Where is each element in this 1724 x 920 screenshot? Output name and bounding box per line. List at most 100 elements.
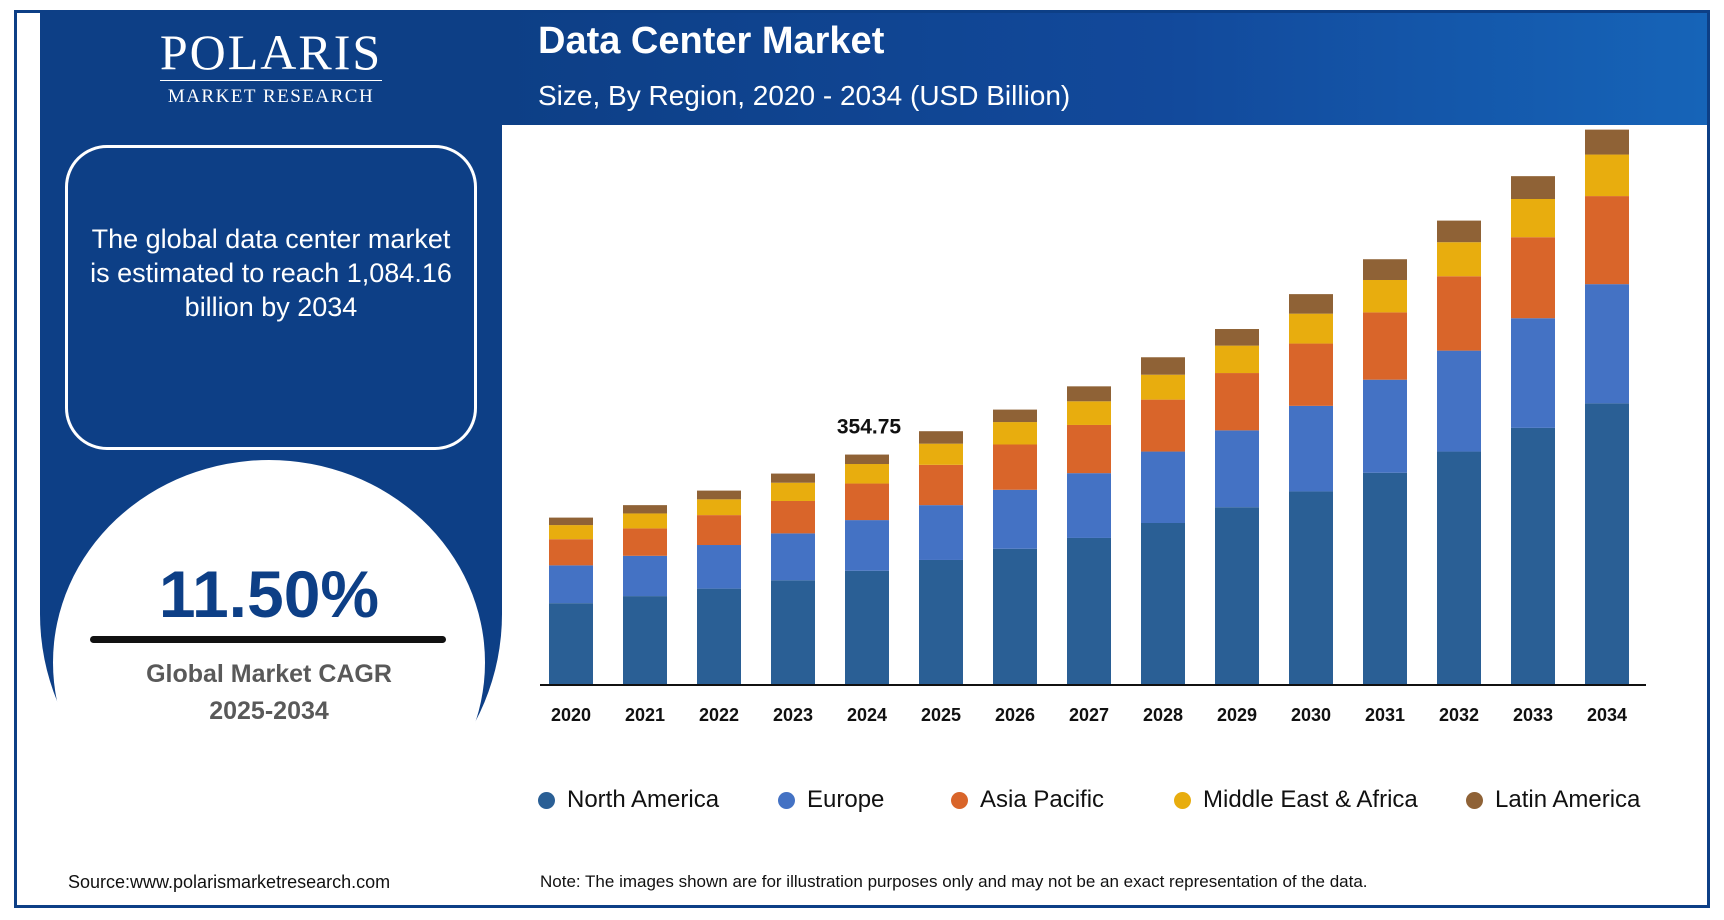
bar-2030-europe [1289, 405, 1333, 492]
legend-swatch [1174, 791, 1191, 809]
bar-2025-europe [919, 505, 963, 560]
legend-label: Latin America [1495, 786, 1641, 813]
bar-2024-north-america [845, 570, 889, 685]
bar-2022-middle-east-africa [697, 499, 741, 516]
disclaimer-note: Note: The images shown are for illustrat… [540, 872, 1368, 891]
bar-2032-north-america [1437, 451, 1481, 685]
bar-2023-north-america [771, 580, 815, 685]
x-tick-label: 2021 [625, 705, 665, 725]
bar-2030-latin-america [1289, 294, 1333, 314]
bar-2021-middle-east-africa [623, 513, 667, 529]
x-tick-label: 2033 [1513, 705, 1553, 725]
brand-tagline: MARKET RESEARCH [167, 86, 375, 107]
cagr-divider [90, 636, 446, 643]
bar-2033-middle-east-africa [1511, 199, 1555, 238]
x-tick-label: 2027 [1069, 705, 1109, 725]
bar-2030-middle-east-africa [1289, 313, 1333, 344]
bar-2026-europe [993, 489, 1037, 549]
cagr-circle [53, 460, 485, 865]
x-tick-label: 2026 [995, 705, 1035, 725]
bar-2029-europe [1215, 430, 1259, 508]
bar-2020-asia-pacific [549, 539, 593, 566]
legend-item: Europe [778, 786, 884, 814]
bar-2033-north-america [1511, 427, 1555, 685]
x-tick-label: 2024 [847, 705, 887, 725]
summary-text: The global data center market is estimat… [90, 223, 452, 322]
bar-2029-north-america [1215, 507, 1259, 685]
header-band [502, 13, 1707, 125]
bar-2031-europe [1363, 379, 1407, 473]
bar-2020-north-america [549, 603, 593, 685]
cagr-period: 2025-2034 [209, 697, 329, 725]
x-tick-label: 2030 [1291, 705, 1331, 725]
bar-2020-europe [549, 565, 593, 604]
bar-2028-middle-east-africa [1141, 374, 1185, 400]
x-tick-label: 2032 [1439, 705, 1479, 725]
x-tick-label: 2023 [773, 705, 813, 725]
bar-2028-latin-america [1141, 357, 1185, 375]
bar-2022-latin-america [697, 490, 741, 500]
bar-2030-asia-pacific [1289, 343, 1333, 406]
legend-item: Asia Pacific [951, 786, 1104, 814]
bar-2021-latin-america [623, 505, 667, 514]
bar-2022-north-america [697, 588, 741, 685]
legend-item: North America [538, 786, 719, 814]
bar-2034-north-america [1585, 403, 1629, 685]
legend-item: Middle East & Africa [1174, 786, 1418, 814]
x-tick-label: 2028 [1143, 705, 1183, 725]
bar-2034-latin-america [1585, 129, 1629, 155]
bar-2025-north-america [919, 559, 963, 685]
bar-2025-latin-america [919, 431, 963, 444]
bar-2029-middle-east-africa [1215, 345, 1259, 374]
bar-2028-north-america [1141, 523, 1185, 685]
legend-swatch [951, 791, 968, 809]
bar-2021-north-america [623, 596, 667, 685]
bar-2034-asia-pacific [1585, 196, 1629, 285]
bar-2032-latin-america [1437, 220, 1481, 243]
bar-2020-latin-america [549, 517, 593, 526]
bar-2027-north-america [1067, 537, 1111, 685]
bar-2023-asia-pacific [771, 500, 815, 534]
x-tick-label: 2022 [699, 705, 739, 725]
bar-2024-europe [845, 520, 889, 571]
bar-2021-asia-pacific [623, 528, 667, 556]
x-tick-label: 2031 [1365, 705, 1405, 725]
bar-2033-europe [1511, 318, 1555, 428]
bar-2034-europe [1585, 284, 1629, 404]
bar-2026-latin-america [993, 409, 1037, 423]
bar-2032-asia-pacific [1437, 276, 1481, 351]
bar-2023-latin-america [771, 473, 815, 483]
chart-title: Data Center Market [538, 20, 885, 62]
bar-2025-middle-east-africa [919, 443, 963, 465]
bar-2032-europe [1437, 350, 1481, 452]
bar-2033-asia-pacific [1511, 237, 1555, 319]
x-tick-label: 2034 [1587, 705, 1627, 725]
legend-swatch [538, 791, 555, 809]
data-label: 354.75 [837, 416, 902, 439]
x-tick-label: 2025 [921, 705, 961, 725]
bar-2024-middle-east-africa [845, 464, 889, 484]
bar-2022-asia-pacific [697, 515, 741, 546]
bar-2033-latin-america [1511, 176, 1555, 199]
bar-2025-asia-pacific [919, 464, 963, 506]
legend-label: North America [567, 786, 720, 813]
bar-2026-asia-pacific [993, 444, 1037, 490]
bar-2027-latin-america [1067, 386, 1111, 402]
x-tick-label: 2029 [1217, 705, 1257, 725]
bar-2027-asia-pacific [1067, 424, 1111, 474]
cagr-label-text: Global Market CAGR [146, 660, 392, 688]
brand-logo: POLARIS [159, 24, 383, 80]
bar-2028-europe [1141, 451, 1185, 523]
legend-label: Middle East & Africa [1203, 786, 1418, 813]
legend-swatch [1466, 791, 1483, 809]
bar-2027-middle-east-africa [1067, 401, 1111, 425]
legend-label: Asia Pacific [980, 786, 1105, 813]
bar-2024-asia-pacific [845, 483, 889, 521]
bar-2029-asia-pacific [1215, 373, 1259, 431]
x-tick-label: 2020 [551, 705, 591, 725]
bar-2031-middle-east-africa [1363, 280, 1407, 313]
bar-2020-middle-east-africa [549, 525, 593, 540]
bar-2031-north-america [1363, 472, 1407, 685]
summary-box: The global data center market is estimat… [65, 145, 477, 450]
bar-2026-north-america [993, 548, 1037, 685]
